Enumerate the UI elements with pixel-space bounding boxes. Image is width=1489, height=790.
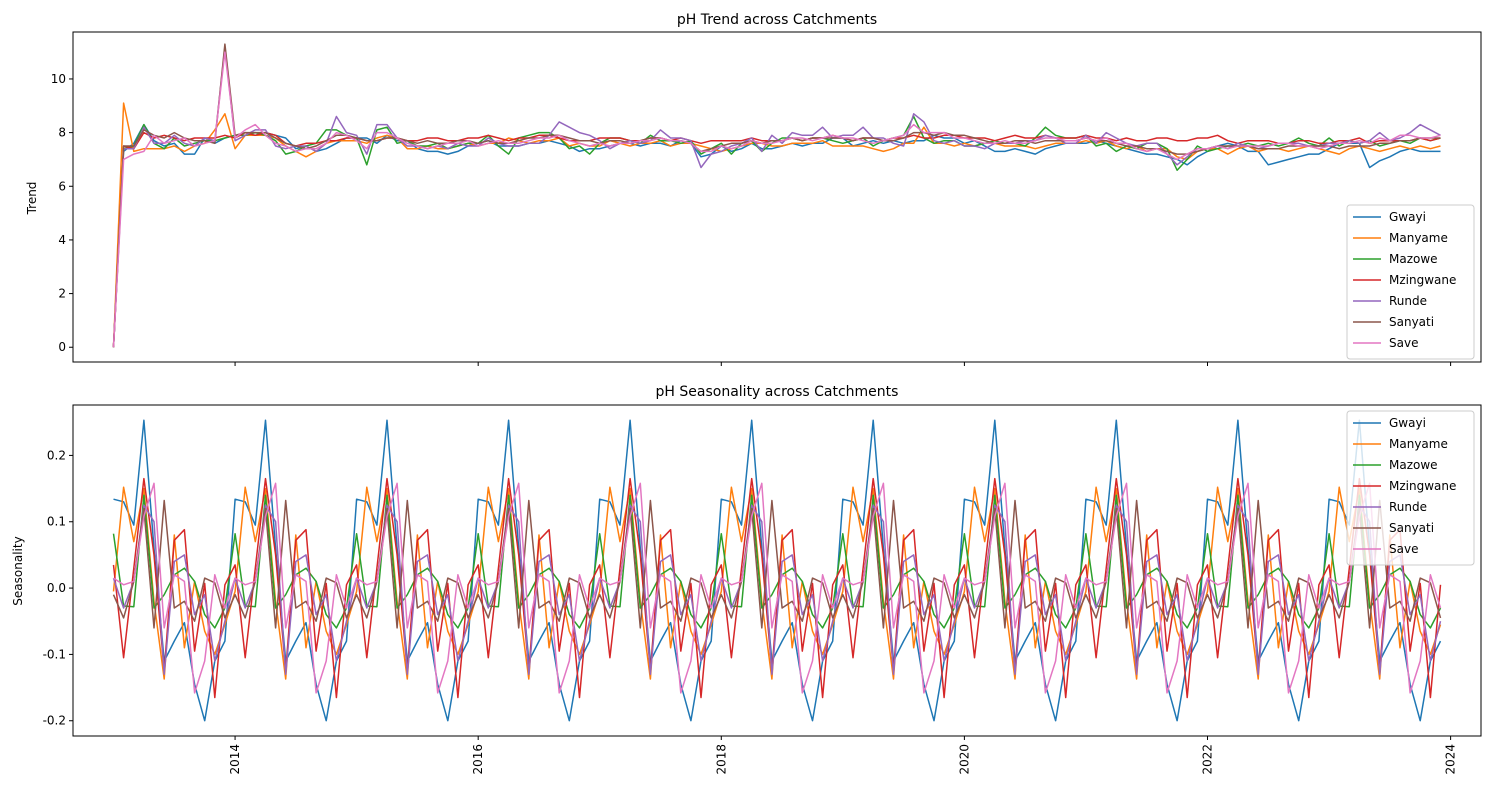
- x-tick-label: 2014: [228, 744, 242, 775]
- trend-x-axis: [234, 362, 1452, 366]
- legend-label-mazowe: Mazowe: [1389, 458, 1438, 472]
- x-tick-label: 2018: [714, 744, 728, 775]
- legend-box: [1346, 204, 1475, 360]
- trend-lines: [112, 43, 1441, 348]
- legend-label-mazowe: Mazowe: [1389, 252, 1438, 266]
- legend-label-gwayi: Gwayi: [1389, 210, 1426, 224]
- trend-y-axis: 0 2 4 6 8 10: [51, 72, 73, 354]
- legend-label-manyame: Manyame: [1389, 437, 1448, 451]
- y-tick-label: 8: [58, 126, 66, 140]
- trend-legend: Gwayi Manyame Mazowe Mzingwane Runde Sanyati S…: [1346, 204, 1475, 360]
- x-tick-label: 2016: [471, 744, 485, 775]
- trend-panel: pH Trend across Catchments Trend 0 2 4 6 8 10…: [25, 12, 1482, 366]
- series-line-runde: [112, 504, 1442, 676]
- legend-label-sanyati: Sanyati: [1389, 521, 1434, 535]
- series-line-save: [112, 51, 1441, 348]
- legend-label-save: Save: [1389, 542, 1418, 556]
- x-tick-label: 2022: [1201, 744, 1215, 775]
- series-line-mazowe: [112, 494, 1442, 629]
- legend-label-gwayi: Gwayi: [1389, 416, 1426, 430]
- y-tick-label: 10: [51, 72, 66, 86]
- trend-title: pH Trend across Catchments: [677, 12, 877, 28]
- seasonality-panel: pH Seasonality across Catchments Seasona…: [11, 384, 1482, 775]
- series-line-mzingwane: [112, 477, 1442, 699]
- seasonality-title: pH Seasonality across Catchments: [656, 384, 899, 400]
- y-tick-label: 0.2: [47, 448, 66, 462]
- legend-label-mzingwane: Mzingwane: [1389, 273, 1456, 287]
- legend-label-save: Save: [1389, 336, 1418, 350]
- x-tick-label: 2020: [957, 744, 971, 775]
- trend-ylabel: Trend: [25, 182, 39, 216]
- seasonality-x-axis: 2014 2016 2018 2020 2022 2024: [228, 736, 1458, 775]
- legend-label-mzingwane: Mzingwane: [1389, 479, 1456, 493]
- series-line-save: [113, 482, 1442, 694]
- seasonality-plot-frame: [72, 404, 1482, 737]
- legend-label-runde: Runde: [1389, 500, 1427, 514]
- y-tick-label: -0.2: [43, 714, 66, 728]
- seasonality-lines: [112, 419, 1442, 722]
- y-tick-label: 0.0: [47, 581, 66, 595]
- y-tick-label: 0: [58, 340, 66, 354]
- legend-label-manyame: Manyame: [1389, 231, 1448, 245]
- trend-plot-frame: [72, 31, 1482, 363]
- y-tick-label: 2: [58, 287, 66, 301]
- legend-label-sanyati: Sanyati: [1389, 315, 1434, 329]
- legend-box: [1346, 410, 1475, 566]
- y-tick-label: -0.1: [43, 647, 66, 661]
- x-tick-label: 2024: [1444, 744, 1458, 775]
- seasonality-ylabel: Seasonality: [11, 536, 25, 605]
- y-tick-label: 0.1: [47, 515, 66, 529]
- seasonality-y-axis: -0.2 -0.1 0.0 0.1 0.2: [43, 448, 73, 728]
- y-tick-label: 6: [58, 179, 66, 193]
- legend-label-runde: Runde: [1389, 294, 1427, 308]
- seasonality-legend: Gwayi Manyame Mazowe Mzingwane Runde Sanyati S…: [1346, 410, 1475, 566]
- series-line-sanyati: [112, 499, 1442, 629]
- y-tick-label: 4: [58, 233, 66, 247]
